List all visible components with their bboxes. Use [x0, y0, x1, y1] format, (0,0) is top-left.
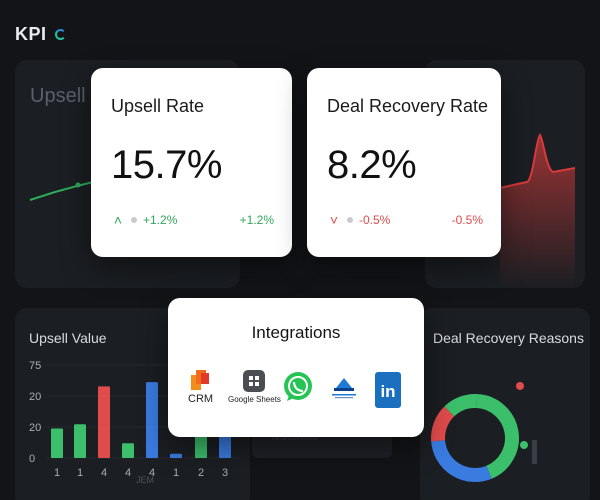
donut-slice — [431, 406, 455, 442]
y-tick-label: 75 — [29, 360, 41, 372]
deal-recovery-reasons-card: Deal Recovery Reasons — [420, 308, 590, 500]
deal-recovery-reasons-donut — [431, 382, 537, 482]
trend-up-icon: ˄ — [113, 212, 123, 228]
deal-recovery-rate-change: ˅ -0.5% -0.5% — [327, 212, 483, 228]
x-tick-label: 1 — [77, 467, 83, 479]
integrations-popup: Integrations CRM Google Sheets — [168, 298, 424, 437]
y-tick-label: 20 — [29, 391, 41, 403]
linkedin-glyph: in — [380, 382, 395, 401]
upsell-value-title: Upsell Value — [29, 330, 107, 346]
integration-sales-brand[interactable] — [330, 374, 358, 400]
x-tick-label: 1 — [173, 467, 179, 479]
page-header: KPI — [15, 24, 66, 45]
bar — [51, 428, 63, 458]
integration-google-sheets[interactable]: Google Sheets — [228, 370, 281, 404]
x-tick-label: 2 — [198, 467, 204, 479]
trend-down-icon: ˅ — [329, 212, 339, 228]
linkedin-icon: in — [375, 372, 401, 408]
google-sheets-label: Google Sheets — [228, 395, 281, 404]
donut-slice — [476, 394, 519, 479]
integration-linkedin[interactable]: in — [375, 372, 401, 408]
bar — [122, 443, 134, 458]
x-axis-label: JEM — [136, 475, 154, 485]
deal-recovery-rate-change-right: -0.5% — [451, 213, 483, 227]
x-tick-label: 1 — [54, 467, 60, 479]
donut-slice — [431, 439, 492, 482]
sales-brand-icon — [332, 378, 356, 399]
bar — [98, 386, 110, 458]
page-title: KPI — [15, 24, 47, 44]
status-dot — [347, 217, 353, 223]
placeholder-text: N.ucommo — [272, 432, 319, 442]
status-dot — [131, 217, 137, 223]
bar — [74, 424, 86, 458]
upsell-rate-value: 15.7% — [111, 143, 222, 187]
deal-recovery-rate-card[interactable]: Deal Recovery Rate 8.2% ˅ -0.5% -0.5% — [307, 68, 501, 257]
bar — [146, 382, 158, 458]
integration-whatsapp[interactable] — [283, 368, 313, 406]
crm-icon — [190, 370, 209, 390]
recovery-trend-sparkline — [499, 133, 576, 288]
deal-recovery-rate-change-left: -0.5% — [359, 213, 391, 227]
loading-spinner-icon — [54, 29, 66, 40]
legend-marker — [532, 440, 537, 464]
x-tick-label: 3 — [222, 467, 228, 479]
y-tick-label: 20 — [29, 422, 41, 434]
x-tick-label: 4 — [125, 467, 131, 479]
legend-dot — [520, 441, 528, 449]
legend-dot — [516, 382, 524, 390]
bar — [170, 453, 182, 458]
crm-label: CRM — [188, 393, 214, 405]
donut-slice — [444, 394, 478, 417]
upsell-rate-change-right: +1.2% — [239, 213, 274, 227]
deal-recovery-rate-title: Deal Recovery Rate — [327, 96, 489, 116]
upsell-rate-title: Upsell Rate — [111, 96, 205, 116]
x-tick-label: 4 — [101, 467, 107, 479]
integration-crm[interactable]: CRM — [188, 370, 213, 405]
integrations-title: Integrations — [251, 323, 341, 342]
upsell-rate-card[interactable]: Upsell Rate 15.7% ˄ +1.2% +1.2% — [91, 68, 292, 257]
upsell-rate-change-left: +1.2% — [143, 213, 178, 227]
y-tick-label: 0 — [29, 453, 35, 465]
deal-recovery-reasons-title: Deal Recovery Reasons — [433, 330, 584, 346]
whatsapp-icon — [284, 372, 312, 401]
upsell-rate-change: ˄ +1.2% +1.2% — [111, 212, 274, 228]
google-sheets-icon — [243, 370, 266, 392]
deal-recovery-rate-value: 8.2% — [327, 143, 417, 187]
x-tick-label: 4 — [149, 467, 155, 479]
